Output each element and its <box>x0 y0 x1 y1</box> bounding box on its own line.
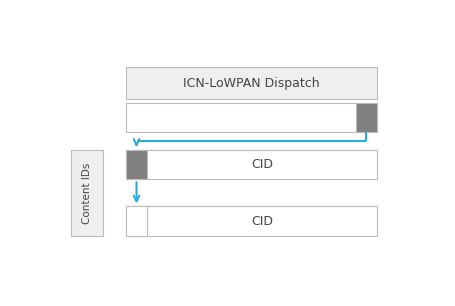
Bar <box>126 103 376 132</box>
Bar <box>355 103 376 132</box>
Bar <box>126 150 147 179</box>
Text: CID: CID <box>250 158 273 171</box>
Bar <box>126 206 376 236</box>
Text: CID: CID <box>250 215 273 228</box>
Bar <box>126 150 376 179</box>
Bar <box>71 150 103 236</box>
Bar <box>126 206 147 236</box>
Text: ICN-LoWPAN Dispatch: ICN-LoWPAN Dispatch <box>182 77 319 90</box>
Bar <box>126 67 376 99</box>
Text: Content IDs: Content IDs <box>82 162 92 223</box>
